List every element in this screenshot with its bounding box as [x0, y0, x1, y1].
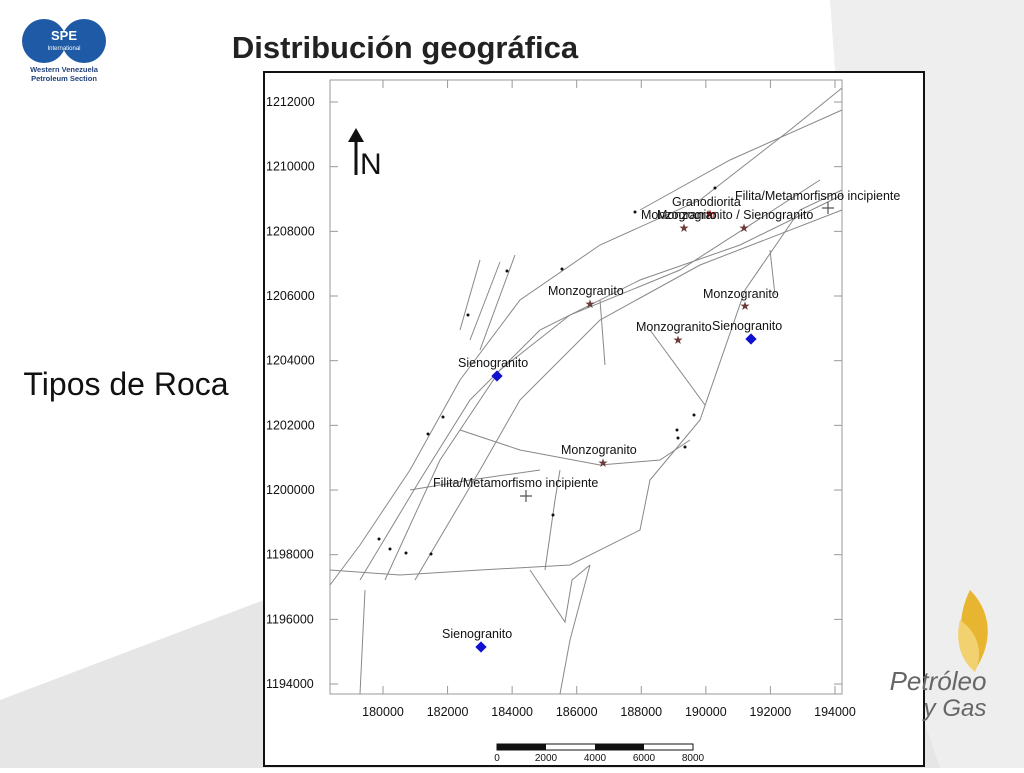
map-frame [263, 71, 925, 767]
faults [329, 87, 843, 695]
scale-label: 0 [494, 753, 500, 764]
rock-label: Monzogranito / Sienogranito [657, 208, 813, 222]
star: ★ [739, 221, 750, 235]
star: ★ [740, 299, 751, 313]
rock-label: Monzogranito [561, 443, 637, 457]
y-tick-label: 1212000 [266, 95, 315, 109]
x-tick-label: 182000 [427, 705, 469, 719]
y-tick-label: 1196000 [266, 612, 314, 626]
y-tick-label: 1194000 [266, 677, 314, 691]
rock-label: Filita/Metamorfismo incipiente [433, 476, 598, 490]
y-tick-label: 1200000 [266, 483, 315, 497]
rock-label: Sienogranito [712, 319, 782, 333]
scale-label: 4000 [584, 753, 607, 764]
x-tick-label: 192000 [750, 705, 792, 719]
x-tick-label: 188000 [620, 705, 662, 719]
rock-label: Monzogranito [703, 287, 779, 301]
north-label: N [360, 148, 382, 181]
logo-org: Western Venezuela [30, 65, 99, 74]
star: ★ [673, 333, 684, 347]
y-tick-label: 1202000 [266, 418, 315, 432]
logo-name: SPE [51, 28, 77, 43]
x-tick-label: 190000 [685, 705, 727, 719]
scale-label: 2000 [535, 753, 558, 764]
scale-label: 6000 [633, 753, 656, 764]
rock-label: Filita/Metamorfismo incipiente [735, 189, 900, 203]
map-plot [329, 79, 843, 695]
star: ★ [585, 297, 596, 311]
star: ★ [598, 456, 609, 470]
logo-org: Petroleum Section [31, 74, 97, 83]
north-arrow: N [348, 128, 382, 181]
rock-label: Monzogranito [548, 284, 624, 298]
rock-label: Granodiorita [672, 195, 741, 209]
map-labels: Granodiorita Monzogranito Monzogranito /… [433, 189, 900, 641]
rock-label: Monzogranito [636, 320, 712, 334]
rock-label: Sienogranito [458, 356, 528, 370]
x-tick-label: 186000 [556, 705, 598, 719]
y-tick-label: 1198000 [266, 548, 314, 562]
side-label: Tipos de Roca [23, 366, 228, 402]
event-logo-text: Petróleo [890, 666, 987, 696]
x-tick-label: 180000 [362, 705, 404, 719]
scale-bar: 0 2000 4000 6000 8000 [494, 743, 705, 764]
star: ★ [679, 221, 690, 235]
title: Distribución geográfica [232, 30, 579, 65]
x-tick-label: 184000 [491, 705, 533, 719]
logo-subtitle: International [47, 46, 80, 52]
rock-label: Monzogranito [641, 208, 717, 222]
star: ★ [705, 207, 716, 221]
diamond [745, 333, 757, 345]
diamond [491, 370, 503, 382]
event-logo: Petróleo y Gas [890, 590, 988, 722]
spe-logo: SPE International Western Venezuela Petr… [22, 19, 106, 83]
y-tick-label: 1210000 [266, 160, 315, 174]
rock-label: Sienogranito [442, 627, 512, 641]
ticks: 1212000 1210000 1208000 1206000 1204000 12020… [266, 80, 856, 719]
markers: ★ ★ ★ ★ ★ ★ ★ [377, 186, 834, 653]
y-tick-label: 1206000 [266, 289, 315, 303]
event-logo-text: y Gas [922, 695, 987, 722]
scale-label: 8000 [682, 753, 705, 764]
x-tick-label: 194000 [814, 705, 856, 719]
y-tick-label: 1204000 [266, 354, 315, 368]
y-tick-label: 1208000 [266, 224, 315, 238]
diamond [475, 641, 487, 653]
